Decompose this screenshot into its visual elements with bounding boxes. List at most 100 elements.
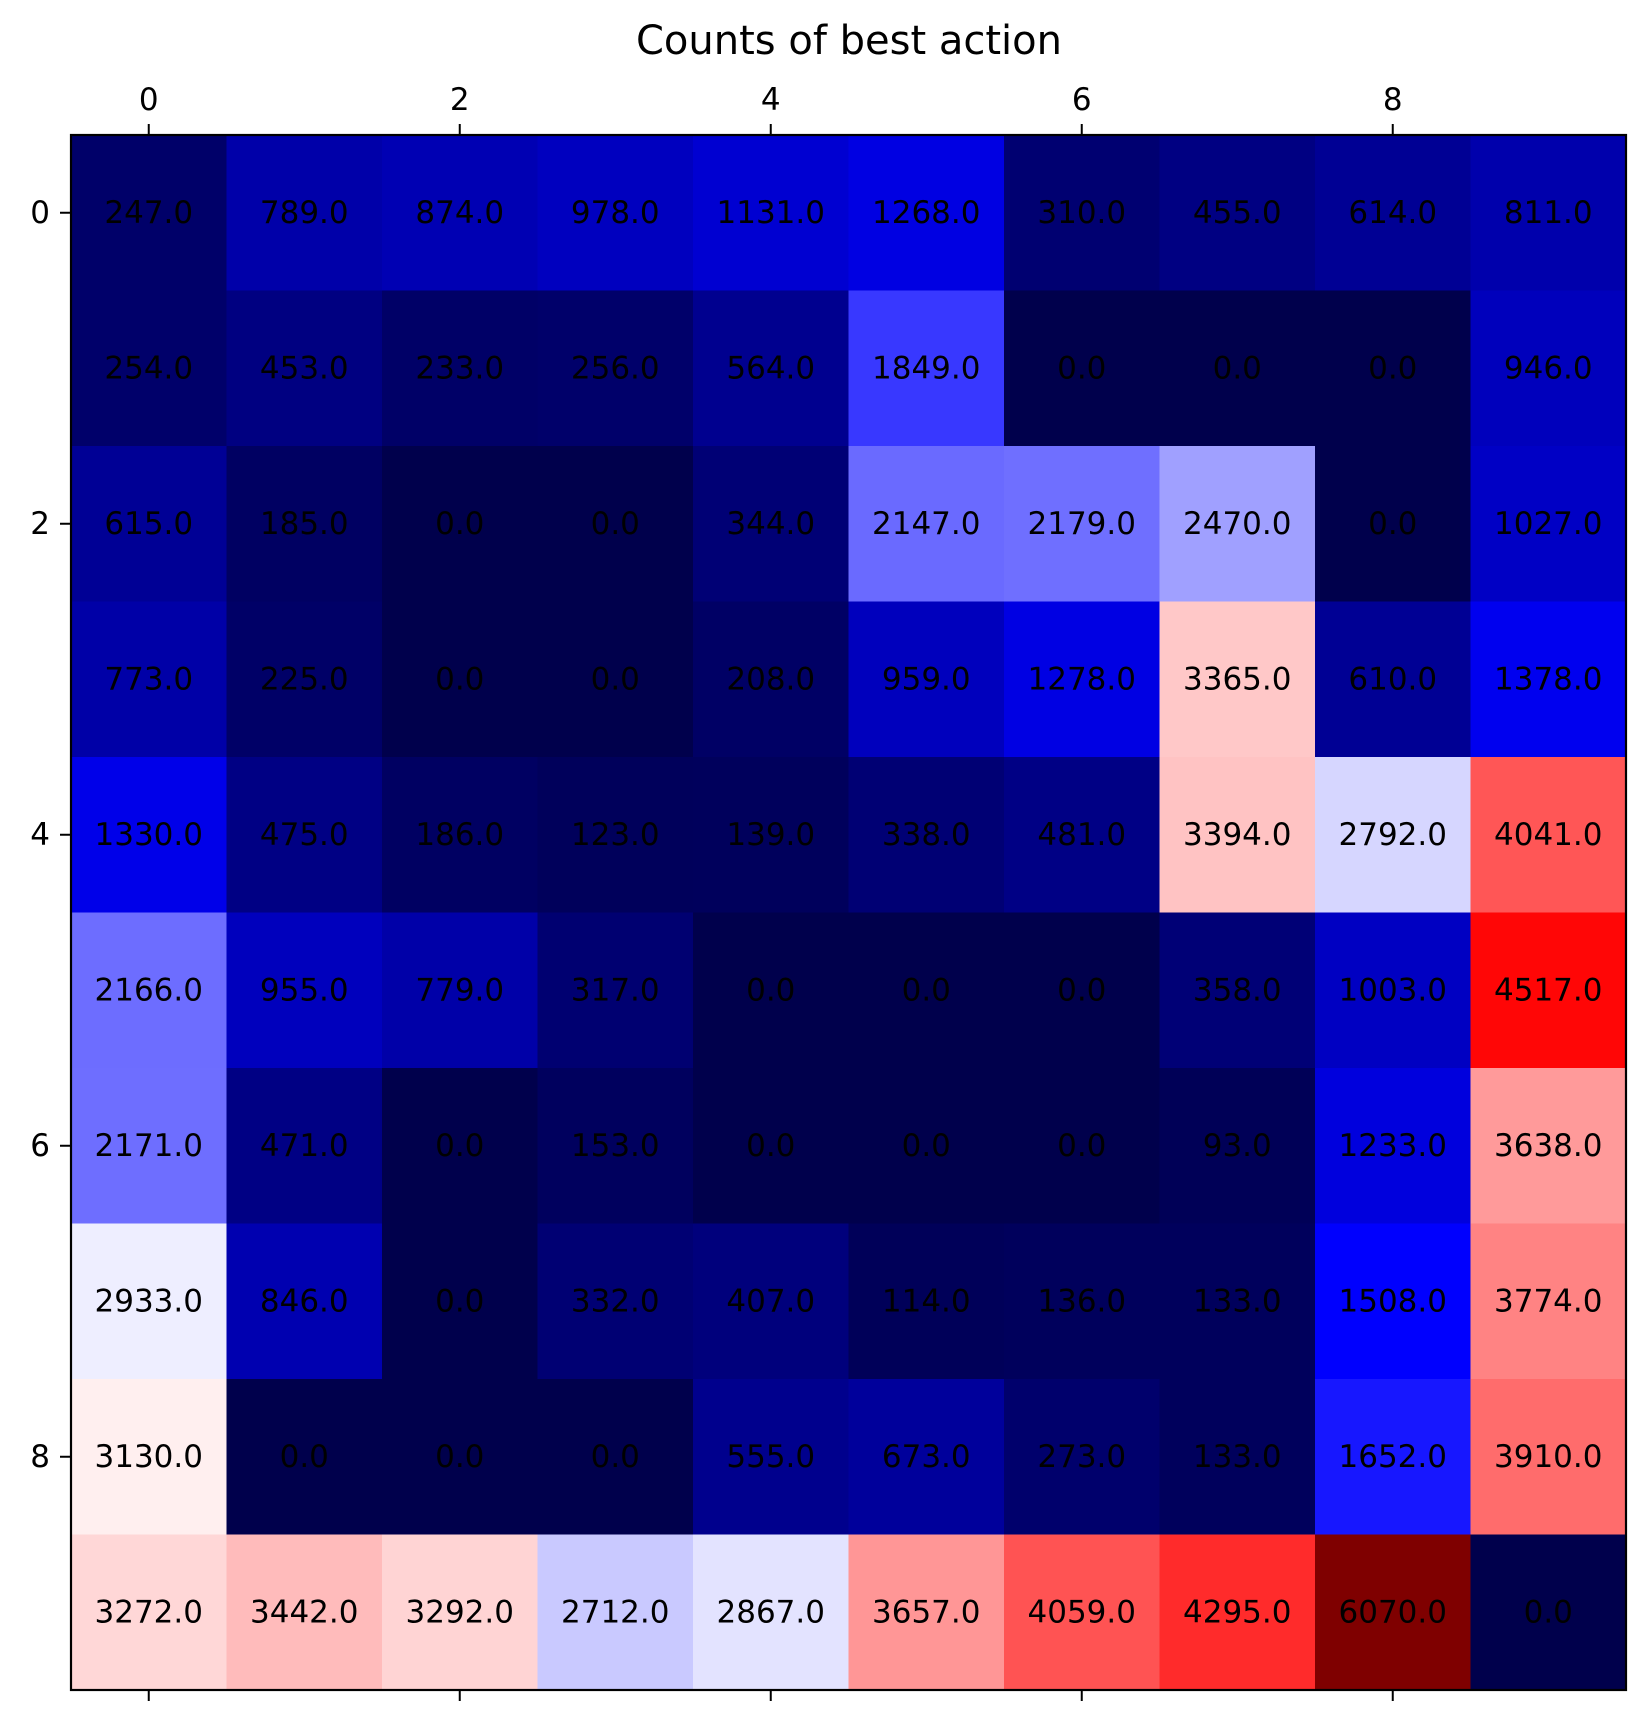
x-tick-label: 8 [1383,82,1403,118]
cell-value-label: 0.0 [1368,506,1417,542]
cell-value-label: 186.0 [415,817,504,853]
heatmap-cell [1315,601,1472,758]
heatmap-cell [1159,446,1316,603]
cell-value-label: 0.0 [1057,1128,1106,1164]
heatmap-cell [1470,912,1627,1069]
heatmap-cell [1159,1068,1316,1225]
cell-value-label: 0.0 [902,1128,951,1164]
heatmap-cell [382,1068,539,1225]
heatmap-cell [1004,757,1161,914]
heatmap-cell [226,1534,383,1691]
cell-value-label: 2933.0 [95,1283,203,1319]
cell-value-label: 344.0 [726,506,815,542]
cell-value-label: 481.0 [1037,817,1126,853]
cell-value-label: 185.0 [260,506,349,542]
cell-value-label: 123.0 [571,817,660,853]
heatmap-cell [382,446,539,603]
cell-value-label: 1027.0 [1494,506,1602,542]
cell-value-label: 4517.0 [1494,972,1602,1008]
cell-value-label: 1278.0 [1028,661,1136,697]
x-tick-label: 0 [139,82,159,118]
cell-value-label: 256.0 [571,350,660,386]
heatmap-cell [848,1379,1005,1536]
heatmap-cell [693,912,850,1069]
cell-value-label: 0.0 [746,1128,795,1164]
heatmap-cell [693,1534,850,1691]
y-tick-label: 4 [30,817,50,853]
heatmap-cell [848,1223,1005,1380]
cell-value-label: 3638.0 [1494,1128,1602,1164]
cell-value-label: 3292.0 [406,1594,514,1630]
cell-value-label: 0.0 [591,1439,640,1475]
heatmap-cell [537,446,694,603]
cell-value-label: 2171.0 [95,1128,203,1164]
cell-value-label: 1652.0 [1339,1439,1447,1475]
cell-value-label: 247.0 [104,195,193,231]
cell-value-label: 779.0 [415,972,504,1008]
heatmap-cell [382,1223,539,1380]
heatmap-cell [1159,135,1316,292]
heatmap-cell [1470,1379,1627,1536]
heatmap-cell [537,1534,694,1691]
cell-value-label: 811.0 [1504,195,1593,231]
heatmap-cell [71,601,228,758]
heatmap-cell [382,135,539,292]
heatmap-cell [1315,1223,1472,1380]
heatmap-cell [226,1379,383,1536]
chart-title: Counts of best action [636,18,1062,64]
heatmap-cell [382,757,539,914]
cell-value-label: 773.0 [104,661,193,697]
cell-value-label: 0.0 [435,1283,484,1319]
heatmap-cell [1004,446,1161,603]
heatmap-cell [693,446,850,603]
cell-value-label: 874.0 [415,195,504,231]
heatmap-cell [1470,446,1627,603]
cell-value-label: 1268.0 [872,195,980,231]
heatmap-cell [382,601,539,758]
heatmap-cell [848,912,1005,1069]
cell-value-label: 0.0 [1057,972,1106,1008]
cell-value-label: 1003.0 [1339,972,1447,1008]
cell-value-label: 2147.0 [872,506,980,542]
cell-value-label: 3774.0 [1494,1283,1602,1319]
cell-value-label: 6070.0 [1339,1594,1447,1630]
heatmap-cell [226,912,383,1069]
cell-value-label: 407.0 [726,1283,815,1319]
heatmap-cell [226,1068,383,1225]
cell-value-label: 610.0 [1348,661,1437,697]
heatmap-cell [1004,1068,1161,1225]
heatmap-cell [537,1223,694,1380]
heatmap-cell [71,757,228,914]
cell-value-label: 1233.0 [1339,1128,1447,1164]
cell-value-labels: 247.0 789.0 874.0 978.0 1131.0 1268.0 310.0 455… [95,195,1603,1631]
heatmap-cell [1470,135,1627,292]
cell-value-label: 4041.0 [1494,817,1602,853]
heatmap-cell [848,1534,1005,1691]
x-axis-bottom [147,1690,1394,1701]
heatmap-cell [537,912,694,1069]
heatmap-cells [71,135,1627,1691]
heatmap-cell [537,1068,694,1225]
cell-value-label: 2166.0 [95,972,203,1008]
cell-value-label: 317.0 [571,972,660,1008]
heatmap-cell [537,290,694,447]
cell-value-label: 3657.0 [872,1594,980,1630]
heatmap-cell [693,290,850,447]
heatmap-cell [1470,1068,1627,1225]
cell-value-label: 2470.0 [1183,506,1291,542]
cell-value-label: 0.0 [280,1439,329,1475]
cell-value-label: 0.0 [1057,350,1106,386]
cell-value-label: 254.0 [104,350,193,386]
cell-value-label: 614.0 [1348,195,1437,231]
cell-value-label: 1508.0 [1339,1283,1447,1319]
cell-value-label: 273.0 [1037,1439,1126,1475]
cell-value-label: 959.0 [882,661,971,697]
y-tick-label: 8 [30,1439,50,1475]
heatmap-cell [1004,912,1161,1069]
cell-value-label: 0.0 [746,972,795,1008]
heatmap-cell [1315,1068,1472,1225]
cell-value-label: 0.0 [435,1128,484,1164]
heatmap-cell [693,135,850,292]
heatmap-cell [1315,1534,1472,1691]
cell-value-label: 955.0 [260,972,349,1008]
